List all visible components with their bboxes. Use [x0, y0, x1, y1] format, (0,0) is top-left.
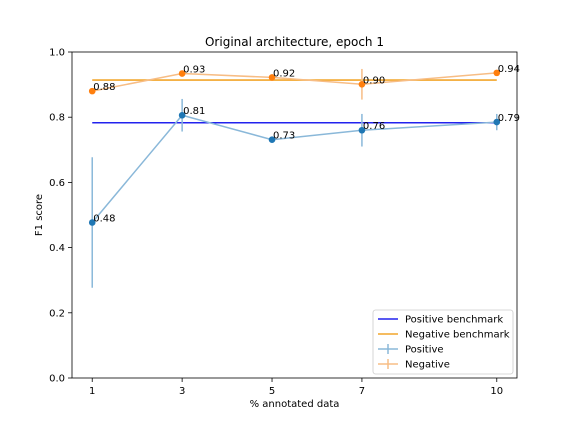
plot-area: 1 3 5 7 10 0.0 0.2 0.4 0.6 0.8 1.0 0.48 0.81 0.73 0.76… [49, 48, 520, 398]
chart-title: Original architecture, epoch 1 [205, 35, 384, 49]
y-tick-label: 0.4 [49, 243, 65, 254]
data-label-negative: 0.88 [93, 82, 115, 93]
data-point-negative [493, 69, 501, 77]
data-label-positive: 0.79 [498, 113, 520, 124]
plot-frame [71, 51, 518, 379]
legend-box [372, 309, 514, 375]
data-point-positive [178, 111, 186, 119]
data-point-negative [358, 80, 366, 88]
x-tick-label: 3 [179, 386, 185, 397]
y-tick-label: 1.0 [49, 48, 65, 59]
data-label-positive: 0.76 [363, 121, 385, 132]
y-tick-label: 0.6 [49, 178, 65, 189]
data-point-negative [268, 74, 276, 81]
data-point-positive [268, 136, 276, 143]
y-tick-label: 0.2 [49, 308, 65, 319]
data-point-positive [358, 126, 366, 134]
legend-label-negative-benchmark: Negative benchmark [405, 330, 510, 341]
x-tick-label: 7 [359, 386, 365, 397]
y-axis-label: F1 score [34, 194, 45, 236]
data-label-positive: 0.73 [273, 131, 295, 142]
legend: Positive benchmark Negative benchmark Posi… [372, 309, 514, 375]
legend-label-negative: Negative [405, 360, 450, 371]
x-tick-label: 1 [89, 386, 95, 397]
y-tick-label: 0.0 [49, 374, 65, 385]
data-label-positive: 0.48 [93, 213, 115, 224]
data-label-negative: 0.92 [273, 68, 295, 79]
data-point-positive [493, 118, 501, 126]
legend-label-positive: Positive [405, 345, 444, 356]
data-label-negative: 0.90 [363, 75, 385, 86]
data-point-positive [88, 219, 96, 226]
data-label-negative: 0.93 [183, 65, 205, 76]
legend-label-positive-benchmark: Positive benchmark [405, 315, 503, 326]
data-label-positive: 0.81 [183, 106, 205, 117]
data-point-negative [178, 70, 186, 77]
x-tick-label: 5 [269, 386, 275, 397]
y-tick-label: 0.8 [49, 113, 65, 124]
x-axis-label: % annotated data [250, 399, 340, 410]
x-tick-label: 10 [490, 386, 503, 397]
data-point-negative [88, 87, 96, 95]
data-label-negative: 0.94 [498, 64, 520, 75]
